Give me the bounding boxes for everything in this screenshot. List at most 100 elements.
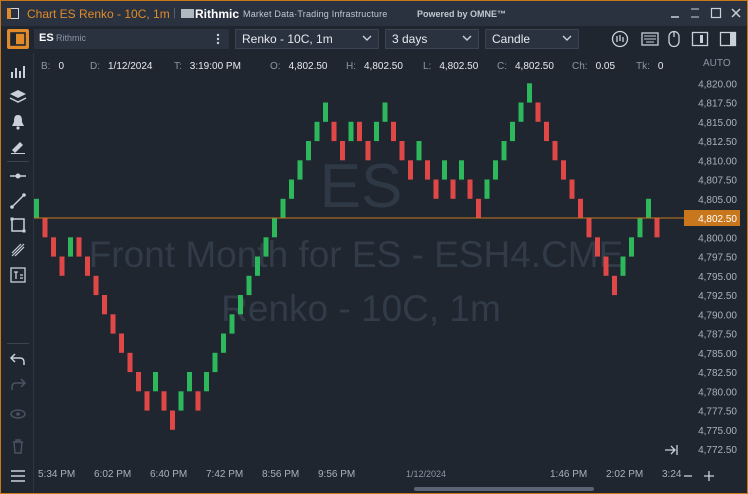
keyboard-icon[interactable] bbox=[641, 30, 659, 48]
redo-icon[interactable] bbox=[9, 375, 27, 393]
rectangle-icon[interactable] bbox=[9, 216, 27, 234]
renko-brick-down bbox=[544, 121, 549, 142]
period-select[interactable]: 3 days bbox=[385, 29, 479, 49]
info-value: 0 bbox=[58, 61, 65, 72]
price-tick-label: 4,807.50 bbox=[698, 176, 737, 187]
rithmic-logo-icon bbox=[181, 9, 194, 18]
renko-brick-up bbox=[637, 218, 643, 238]
zoom-in-icon[interactable] bbox=[704, 471, 714, 481]
renko-brick-up bbox=[238, 295, 243, 315]
renko-brick-down bbox=[535, 102, 541, 122]
more-options-icon[interactable] bbox=[215, 33, 221, 45]
time-tick-label: 5:34 PM bbox=[38, 469, 75, 480]
renko-brick-up bbox=[527, 83, 532, 103]
horizontal-scrollbar[interactable] bbox=[414, 487, 594, 491]
mouse-icon[interactable] bbox=[665, 30, 683, 48]
alert-bell-icon[interactable] bbox=[9, 113, 27, 131]
chart-type-select[interactable]: Renko - 10C, 1m bbox=[235, 29, 379, 49]
info-key: T: bbox=[174, 61, 182, 72]
time-tick-label: 1:46 PM bbox=[550, 469, 587, 480]
close-icon[interactable] bbox=[730, 7, 742, 19]
renko-brick-down bbox=[110, 314, 116, 334]
horizontal-line-icon[interactable] bbox=[9, 167, 27, 185]
renko-brick-down bbox=[102, 295, 107, 315]
price-tick-label: 4,785.00 bbox=[698, 349, 737, 360]
indicators-icon[interactable] bbox=[9, 63, 27, 81]
renko-brick-up bbox=[382, 102, 388, 122]
renko-brick-up bbox=[374, 121, 379, 142]
time-axis[interactable]: 5:34 PM 6:02 PM 6:40 PM 7:42 PM 8:56 PM 9:56 … bbox=[38, 469, 682, 480]
chevron-down-icon bbox=[462, 35, 472, 41]
price-tick-label: 4,797.50 bbox=[698, 253, 737, 264]
renko-brick-down bbox=[59, 256, 65, 276]
menu-icon[interactable] bbox=[9, 467, 27, 485]
time-tick-label: 1/12/2024 bbox=[406, 469, 446, 479]
sidebar-toggle-icon[interactable] bbox=[719, 30, 737, 48]
layers-icon[interactable] bbox=[9, 88, 27, 106]
renko-brick-down bbox=[561, 160, 566, 180]
panel-layout-icon[interactable] bbox=[691, 30, 709, 48]
minimize-icon[interactable] bbox=[669, 7, 681, 19]
trend-line-icon[interactable] bbox=[9, 192, 27, 210]
renko-brick-up bbox=[348, 121, 354, 142]
renko-brick-up bbox=[442, 160, 447, 180]
scroll-right-icon[interactable] bbox=[665, 445, 678, 455]
price-tick-label: 4,820.00 bbox=[698, 79, 737, 90]
renko-brick-up bbox=[646, 198, 651, 219]
chart-type-value: Renko - 10C, 1m bbox=[242, 32, 333, 46]
text-annotation-icon[interactable] bbox=[9, 266, 27, 284]
restore-icon[interactable] bbox=[689, 7, 701, 19]
symbol-selector[interactable]: ES Rithmic bbox=[34, 29, 229, 49]
chart-style-select[interactable]: Candle bbox=[485, 29, 579, 49]
zoom-controls[interactable] bbox=[684, 471, 714, 481]
scroll-to-latest-button[interactable] bbox=[665, 445, 678, 455]
title-separator: | bbox=[173, 7, 176, 19]
price-tick-label: 4,775.00 bbox=[698, 426, 737, 437]
renko-brick-down bbox=[365, 141, 371, 161]
time-tick-label: 6:40 PM bbox=[150, 469, 187, 480]
info-high: H: 4,802.50 bbox=[346, 61, 426, 72]
info-value: 0 bbox=[657, 61, 664, 72]
renko-brick-up bbox=[68, 237, 73, 257]
undo-icon[interactable] bbox=[9, 350, 27, 368]
renko-brick-up bbox=[629, 237, 634, 257]
renko-brick-up bbox=[246, 275, 252, 296]
renko-brick-up bbox=[212, 352, 218, 373]
link-panel-icon[interactable] bbox=[7, 29, 29, 49]
renko-brick-down bbox=[195, 391, 201, 411]
info-open: O: 4,802.50 bbox=[270, 61, 350, 72]
toolbar-divider bbox=[7, 343, 29, 344]
price-axis[interactable]: 4,820.00 4,817.50 4,815.00 4,812.50 4,810.00… bbox=[698, 79, 737, 456]
maximize-icon[interactable] bbox=[710, 7, 722, 19]
renko-brick-down bbox=[85, 256, 90, 276]
title-bar[interactable]: Chart ES Renko - 10C, 1m | Rithmic Marke… bbox=[1, 1, 747, 26]
info-ticks: Tk: 0 bbox=[636, 61, 676, 72]
trash-icon[interactable] bbox=[9, 437, 27, 455]
renko-brick-down bbox=[357, 121, 362, 142]
renko-brick-up bbox=[314, 121, 320, 142]
renko-brick-down bbox=[433, 179, 439, 199]
renko-brick-down bbox=[93, 275, 99, 296]
chart-app-icon bbox=[7, 8, 19, 19]
hide-drawings-icon[interactable] bbox=[9, 405, 27, 423]
renko-brick-up bbox=[518, 102, 524, 122]
renko-brick-up bbox=[187, 372, 192, 392]
fibonacci-icon[interactable] bbox=[9, 241, 27, 259]
info-key: C: bbox=[497, 61, 507, 72]
watermark-line1: Front Month for ES - ESH4.CME bbox=[89, 234, 624, 275]
auto-scale-toggle[interactable]: AUTO bbox=[703, 58, 731, 69]
info-key: H: bbox=[346, 61, 356, 72]
renko-brick-down bbox=[476, 198, 481, 219]
info-key: L: bbox=[423, 61, 432, 72]
trade-mode-icon[interactable] bbox=[611, 30, 629, 48]
chevron-down-icon bbox=[362, 35, 372, 41]
info-time: T: 3:19:00 PM bbox=[174, 61, 274, 72]
info-key: Tk: bbox=[636, 61, 650, 72]
renko-chart[interactable]: ES Front Month for ES - ESH4.CME Renko -… bbox=[34, 53, 746, 493]
info-low: L: 4,802.50 bbox=[423, 61, 503, 72]
price-tick-label: 4,780.00 bbox=[698, 387, 737, 398]
brand-tagline: Market Data·Trading Infrastructure bbox=[243, 9, 388, 19]
renko-brick-down bbox=[425, 160, 430, 180]
eraser-icon[interactable] bbox=[9, 137, 27, 155]
